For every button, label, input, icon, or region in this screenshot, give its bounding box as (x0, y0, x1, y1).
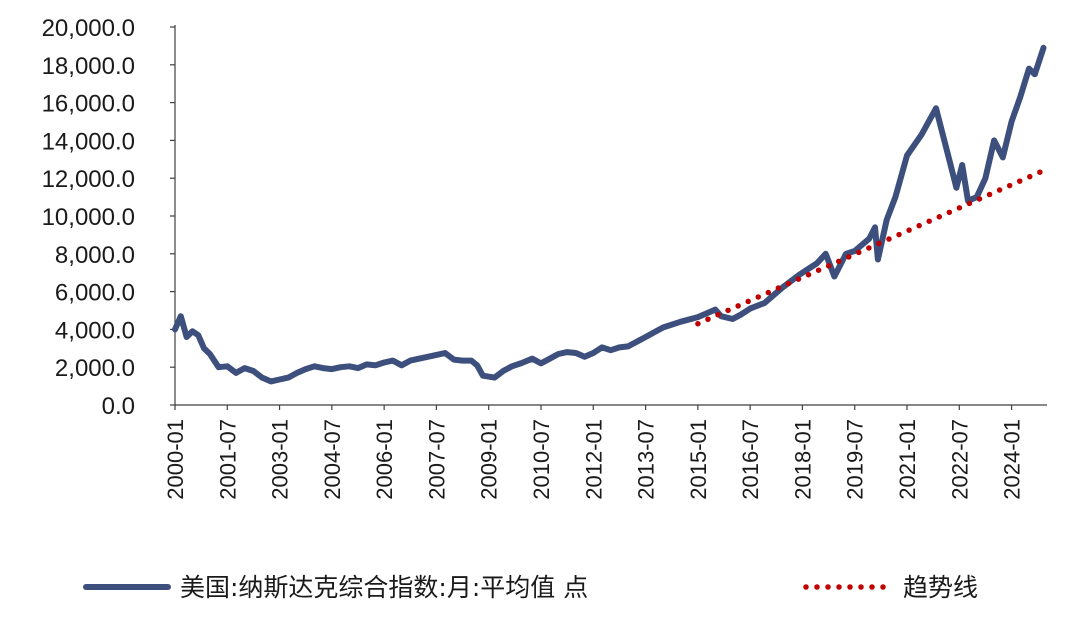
y-tick-label: 6,000.0 (55, 280, 135, 307)
x-tick-label: 2021-01 (895, 419, 920, 500)
x-tick-label: 2006-01 (372, 419, 397, 500)
y-tick-label: 12,000.0 (42, 166, 135, 193)
legend-label: 美国:纳斯达克综合指数:月:平均值 点 (180, 573, 588, 602)
x-tick-label: 2015-01 (686, 419, 711, 500)
series-line-1 (695, 167, 1047, 327)
y-tick-label: 0.0 (102, 393, 135, 420)
legend: 美国:纳斯达克综合指数:月:平均值 点 趋势线 (83, 573, 978, 602)
x-tick-label: 2003-01 (268, 419, 293, 500)
series-line-0 (172, 44, 1047, 385)
y-tick-label: 20,000.0 (42, 15, 135, 42)
x-tick-label: 2024-01 (1000, 419, 1025, 500)
y-tick-label: 4,000.0 (55, 317, 135, 344)
x-tick-label: 2001-07 (215, 419, 240, 500)
x-tick-label: 2012-01 (581, 419, 606, 500)
y-tick-label: 16,000.0 (42, 91, 135, 118)
y-tick-label: 2,000.0 (55, 355, 135, 382)
x-tick-label: 2013-07 (634, 419, 659, 500)
x-tick-label: 2004-07 (320, 419, 345, 500)
x-tick-label: 2016-07 (738, 419, 763, 500)
y-tick-label: 10,000.0 (42, 204, 135, 231)
y-tick-label: 14,000.0 (42, 128, 135, 155)
x-tick-label: 2009-01 (477, 419, 502, 500)
series-layer (172, 44, 1047, 385)
x-tick-label: 2018-01 (790, 419, 815, 500)
y-tick-label: 8,000.0 (55, 242, 135, 269)
legend-label: 趋势线 (903, 573, 978, 602)
x-tick-label: 2007-07 (424, 419, 449, 500)
axes: 0.0 2,000.0 4,000.0 6,000.0 8,000.0 10,000.0 1… (42, 15, 1047, 500)
x-tick-label: 2022-07 (947, 419, 972, 500)
x-tick-label: 2010-07 (529, 419, 554, 500)
y-tick-label: 18,000.0 (42, 53, 135, 80)
x-tick-label: 2000-01 (163, 419, 188, 500)
x-tick-label: 2019-07 (843, 419, 868, 500)
